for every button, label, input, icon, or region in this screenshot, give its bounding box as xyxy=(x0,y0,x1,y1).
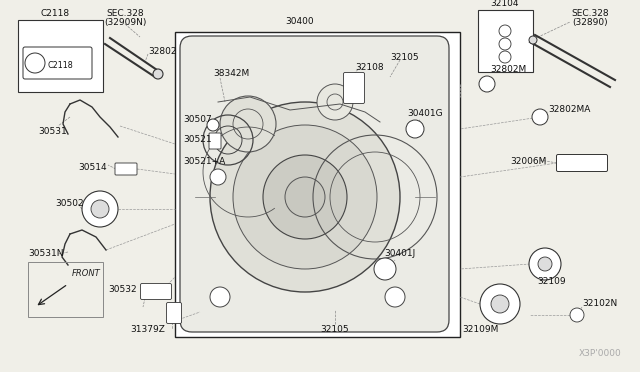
Circle shape xyxy=(91,200,109,218)
Text: (32909N): (32909N) xyxy=(104,17,146,26)
FancyBboxPatch shape xyxy=(115,163,137,175)
Text: 30401G: 30401G xyxy=(407,109,443,119)
Text: 30507: 30507 xyxy=(183,115,212,125)
Circle shape xyxy=(285,177,325,217)
Circle shape xyxy=(499,25,511,37)
Circle shape xyxy=(499,51,511,63)
Circle shape xyxy=(479,76,495,92)
FancyBboxPatch shape xyxy=(166,302,182,324)
Text: 30532: 30532 xyxy=(108,285,136,295)
Text: C2118: C2118 xyxy=(47,61,73,70)
Circle shape xyxy=(82,191,118,227)
Text: SEC.328: SEC.328 xyxy=(571,10,609,19)
Text: 32102N: 32102N xyxy=(582,299,617,308)
Text: 32109: 32109 xyxy=(538,278,566,286)
Text: 30502: 30502 xyxy=(55,199,84,208)
Text: 32104: 32104 xyxy=(491,0,519,9)
Text: 30521+A: 30521+A xyxy=(183,157,225,167)
Text: 32105: 32105 xyxy=(390,52,419,61)
Bar xyxy=(18,20,103,92)
FancyBboxPatch shape xyxy=(23,47,92,79)
Bar xyxy=(28,262,103,317)
Circle shape xyxy=(210,287,230,307)
Text: SEC.328: SEC.328 xyxy=(106,10,144,19)
Circle shape xyxy=(233,125,377,269)
FancyBboxPatch shape xyxy=(557,154,607,171)
Circle shape xyxy=(25,53,45,73)
Text: 32802: 32802 xyxy=(148,48,177,57)
Text: 32802M: 32802M xyxy=(490,64,526,74)
Bar xyxy=(175,32,460,337)
Text: 30531N: 30531N xyxy=(28,250,63,259)
Text: FRONT: FRONT xyxy=(72,269,100,279)
Circle shape xyxy=(317,84,353,120)
Circle shape xyxy=(532,109,548,125)
Circle shape xyxy=(207,119,219,131)
FancyBboxPatch shape xyxy=(141,283,172,299)
Circle shape xyxy=(480,284,520,324)
Circle shape xyxy=(529,36,537,44)
Circle shape xyxy=(538,257,552,271)
Text: 30514: 30514 xyxy=(78,163,107,171)
Text: 32109M: 32109M xyxy=(462,326,498,334)
Circle shape xyxy=(385,287,405,307)
Circle shape xyxy=(263,155,347,239)
Circle shape xyxy=(210,169,226,185)
Text: 38342M: 38342M xyxy=(213,70,249,78)
Text: 31379Z: 31379Z xyxy=(131,326,165,334)
Text: 32802MA: 32802MA xyxy=(548,106,590,115)
Text: 30531: 30531 xyxy=(38,128,67,137)
Text: 32105: 32105 xyxy=(321,326,349,334)
Circle shape xyxy=(491,295,509,313)
Text: 30401J: 30401J xyxy=(385,250,415,259)
FancyBboxPatch shape xyxy=(180,36,449,332)
FancyBboxPatch shape xyxy=(209,133,221,149)
Text: 30521: 30521 xyxy=(183,135,212,144)
Text: 30400: 30400 xyxy=(285,17,314,26)
Text: 32108: 32108 xyxy=(356,62,384,71)
Circle shape xyxy=(374,258,396,280)
Circle shape xyxy=(499,38,511,50)
Circle shape xyxy=(153,69,163,79)
Text: X3P'0000: X3P'0000 xyxy=(579,350,621,359)
Circle shape xyxy=(529,248,561,280)
Circle shape xyxy=(406,120,424,138)
Circle shape xyxy=(220,96,276,152)
Text: C2118: C2118 xyxy=(40,10,70,19)
Circle shape xyxy=(570,308,584,322)
FancyBboxPatch shape xyxy=(344,73,365,103)
Bar xyxy=(478,10,533,72)
Text: (32890): (32890) xyxy=(572,19,608,28)
Text: 32006M: 32006M xyxy=(510,157,547,167)
Circle shape xyxy=(210,102,400,292)
